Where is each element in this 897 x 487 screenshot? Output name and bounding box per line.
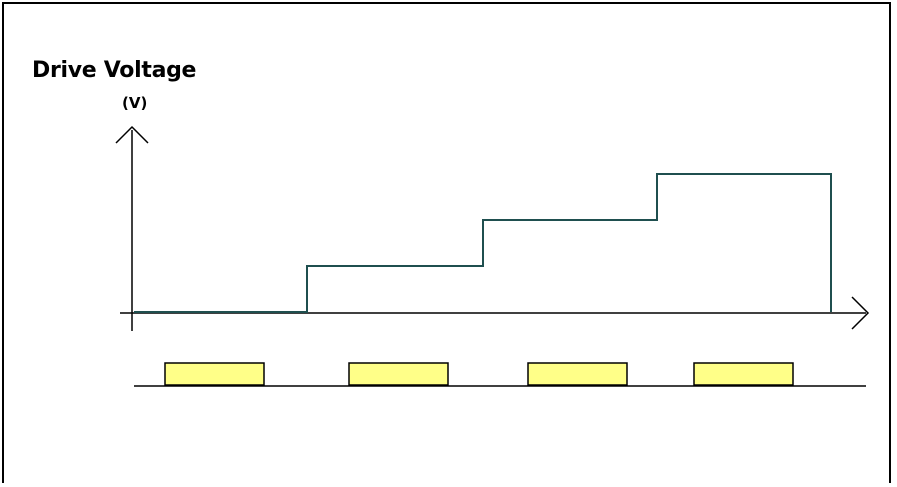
- pulse-2: [348, 362, 449, 386]
- x-axis-arrow-icon: [851, 296, 870, 330]
- pulse-4: [693, 362, 794, 386]
- y-axis-label: Drive Voltage: [32, 58, 197, 83]
- y-axis-arrow-icon: [115, 125, 149, 144]
- step-waveform: [134, 173, 832, 313]
- waveform-line: [134, 173, 832, 313]
- pulse-3: [527, 362, 628, 386]
- pulse-train: [164, 362, 794, 386]
- pulse-1: [164, 362, 265, 386]
- diagram-frame: [2, 2, 891, 483]
- y-axis-unit: (V): [122, 94, 148, 112]
